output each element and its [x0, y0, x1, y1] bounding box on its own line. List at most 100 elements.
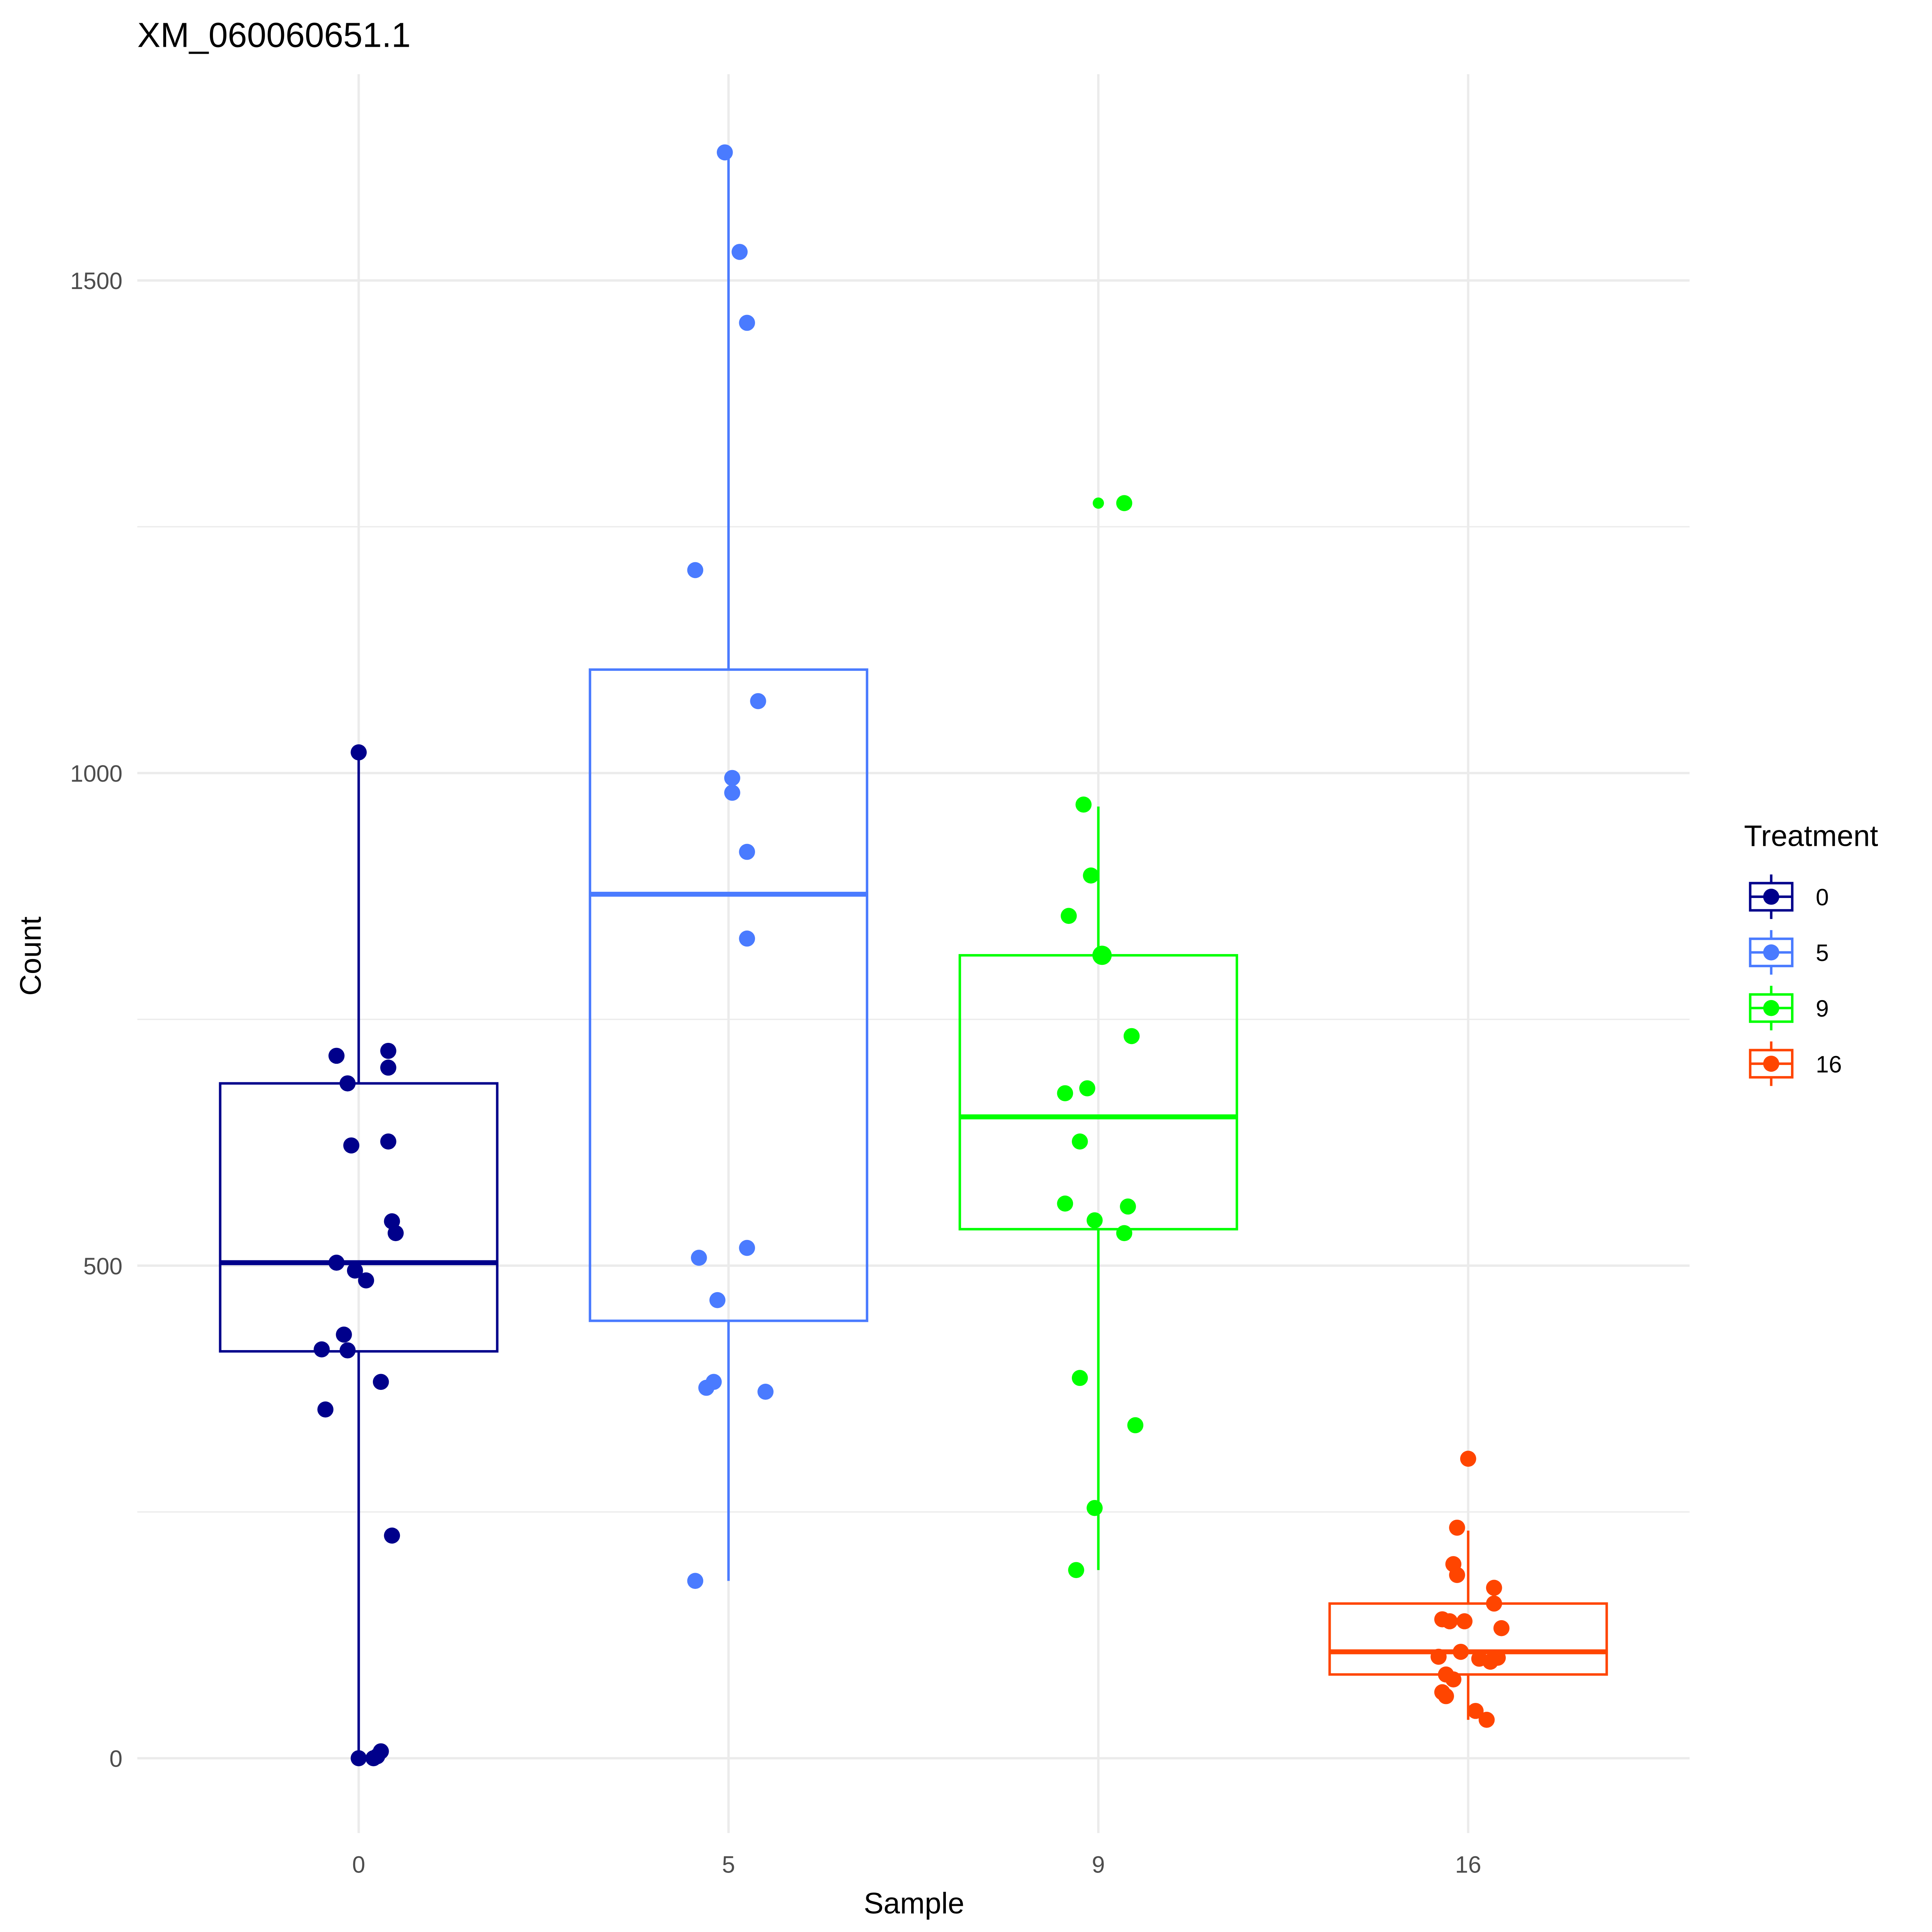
x-tick-label: 0: [352, 1851, 365, 1878]
data-point: [358, 1272, 374, 1289]
data-point: [1092, 497, 1104, 509]
data-point: [1120, 1198, 1136, 1215]
box-iqr: [1328, 1602, 1608, 1676]
data-point: [731, 244, 748, 260]
data-point: [1449, 1567, 1465, 1583]
points-5: [687, 144, 774, 1589]
data-point: [750, 693, 766, 709]
data-point: [739, 315, 755, 331]
legend-label: 9: [1816, 995, 1829, 1022]
data-point: [1449, 1519, 1465, 1536]
data-point: [1478, 1712, 1495, 1728]
data-point: [328, 1048, 345, 1064]
data-point: [1083, 867, 1099, 884]
data-point: [1441, 1613, 1458, 1629]
y-tick-label: 1000: [70, 760, 122, 787]
data-point: [1123, 1028, 1140, 1044]
data-point: [350, 744, 367, 760]
data-point: [709, 1292, 726, 1308]
data-point: [1071, 1370, 1088, 1386]
legend-item-0: 0: [1749, 874, 1829, 919]
data-point: [1467, 1703, 1484, 1719]
data-point: [1445, 1671, 1462, 1688]
data-point: [339, 1075, 356, 1092]
y-tick-label: 500: [83, 1253, 122, 1279]
data-point: [698, 1379, 714, 1396]
boxes: [219, 152, 1608, 1759]
legend-key-point: [1763, 1056, 1779, 1072]
legend-key-point: [1763, 888, 1779, 905]
data-point: [1057, 1196, 1073, 1212]
y-tick-label: 1500: [70, 268, 122, 294]
data-point: [380, 1043, 396, 1059]
data-point: [1486, 1580, 1502, 1596]
data-point: [1482, 1653, 1498, 1670]
data-point: [388, 1225, 404, 1242]
data-point: [313, 1341, 330, 1357]
data-point: [384, 1527, 400, 1544]
data-point: [1116, 1225, 1133, 1242]
data-point: [1456, 1613, 1473, 1629]
data-point: [1116, 495, 1133, 511]
legend-label: 5: [1816, 940, 1829, 966]
data-point: [1460, 1451, 1476, 1467]
data-point: [739, 1240, 755, 1256]
data-point: [1071, 1133, 1088, 1150]
data-point: [724, 770, 740, 786]
data-point: [717, 144, 733, 161]
legend-key-point: [1763, 1000, 1779, 1016]
box-5: [588, 152, 869, 1581]
data-point: [739, 844, 755, 860]
data-point: [1087, 1212, 1103, 1228]
data-point: [339, 1342, 356, 1359]
legend-item-16: 16: [1749, 1041, 1842, 1086]
data-point: [1127, 1417, 1144, 1434]
x-tick-label: 16: [1455, 1851, 1481, 1878]
data-point: [1068, 1562, 1084, 1578]
x-tick-label: 9: [1092, 1851, 1105, 1878]
data-point: [1087, 1500, 1103, 1516]
data-point: [687, 1573, 704, 1589]
data-point: [1430, 1648, 1447, 1665]
points: [313, 144, 1510, 1767]
data-point: [739, 930, 755, 947]
legend-item-5: 5: [1749, 930, 1829, 975]
x-tick-label: 5: [722, 1851, 735, 1878]
x-tick-labels: 0 5 9 16: [352, 1851, 1481, 1878]
data-point: [380, 1133, 396, 1150]
data-point: [1438, 1688, 1454, 1704]
data-point: [1493, 1620, 1510, 1636]
data-point: [350, 1750, 367, 1767]
data-point: [365, 1750, 382, 1767]
legend-label: 0: [1816, 884, 1829, 910]
data-point: [1061, 908, 1077, 924]
data-point: [1075, 796, 1092, 813]
data-point: [380, 1060, 396, 1076]
data-point: [1452, 1644, 1469, 1660]
data-point: [724, 784, 740, 801]
legend-label: 16: [1816, 1051, 1842, 1077]
data-point: [1079, 1080, 1095, 1097]
y-tick-label: 0: [109, 1746, 122, 1772]
legend-key-point: [1763, 944, 1779, 961]
legend: Treatment 0 5 9 16: [1744, 820, 1878, 1086]
data-point: [1057, 1085, 1073, 1102]
points-16: [1430, 1451, 1510, 1728]
data-point: [347, 1262, 363, 1279]
data-point: [691, 1250, 707, 1266]
points-0: [313, 744, 404, 1767]
box-iqr: [588, 668, 869, 1322]
data-point: [343, 1137, 359, 1154]
data-point: [328, 1254, 345, 1271]
chart-title: XM_060060651.1: [137, 16, 411, 54]
x-axis-title: Sample: [864, 1887, 964, 1920]
data-point: [757, 1383, 774, 1400]
data-point: [336, 1327, 352, 1343]
points-9: [1057, 495, 1144, 1578]
y-tick-labels: 0 500 1000 1500: [70, 268, 122, 1772]
data-point: [1092, 946, 1112, 965]
box-iqr: [219, 1082, 499, 1353]
data-point: [372, 1374, 389, 1390]
legend-title: Treatment: [1744, 820, 1878, 853]
